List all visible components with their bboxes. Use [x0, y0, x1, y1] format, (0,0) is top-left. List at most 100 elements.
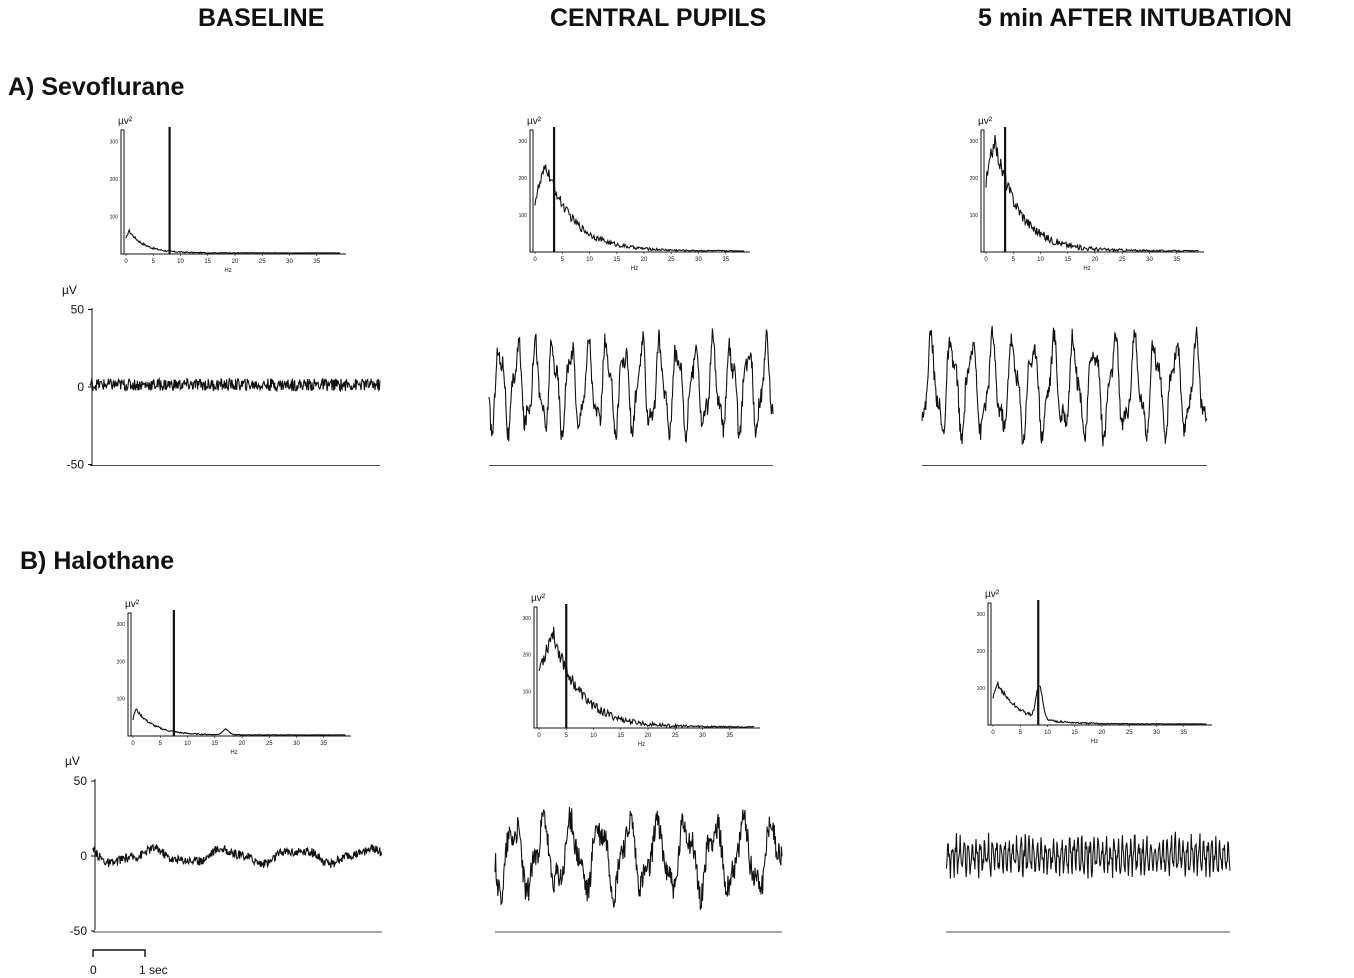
A-baseline-trace-signal	[89, 376, 381, 393]
B-intubation-spectrum-xtick-10: 10	[1044, 730, 1051, 736]
B-baseline-spectrum-curve	[132, 708, 346, 736]
B-intubation-spectrum-y-axis	[987, 602, 992, 726]
B-baseline-spectrum-ytick-200: 200	[117, 659, 126, 665]
A-intubation-spectrum-ylabel: µv²	[978, 116, 993, 127]
A-baseline-spectrum-xtick-35: 35	[313, 259, 320, 265]
A-central-spectrum-xlabel: Hz	[631, 266, 638, 272]
A-central-spectrum-xtick-25: 25	[668, 257, 675, 263]
B-central-spectrum-xtick-35: 35	[726, 733, 733, 739]
section-label-sevoflurane: A) Sevoflurane	[8, 73, 185, 101]
A-baseline-spectrum-xtick-30: 30	[286, 259, 293, 265]
A-central-spectrum-ytick-100: 100	[519, 213, 528, 219]
A-intubation-spectrum-y-axis	[980, 129, 985, 253]
B-baseline-spectrum-xtick-0: 0	[131, 741, 135, 747]
B-baseline-spectrum-xtick-25: 25	[266, 741, 273, 747]
B-baseline-spectrum-xtick-15: 15	[211, 741, 218, 747]
B-intubation-trace-signal	[945, 831, 1231, 879]
B-intubation-spectrum-xtick-5: 5	[1019, 730, 1023, 736]
A-central-spectrum-xtick-35: 35	[722, 257, 729, 263]
A-central-spectrum-ylabel: µv²	[527, 116, 542, 127]
B-intubation-spectrum-xtick-30: 30	[1153, 730, 1160, 736]
time-scale-bar	[92, 949, 146, 957]
B-baseline-trace-ytick-50: 50	[74, 774, 88, 788]
column-header-baseline: BASELINE	[198, 4, 325, 32]
A-baseline-spectrum-ytick-100: 100	[110, 214, 119, 220]
A-baseline-spectrum-ytick-300: 300	[110, 139, 119, 145]
A-baseline-spectrum-ytick-200: 200	[110, 177, 119, 183]
A-intubation-spectrum-xtick-5: 5	[1012, 257, 1016, 263]
section-label-halothane: B) Halothane	[20, 547, 175, 575]
B-intubation-spectrum-curve	[992, 680, 1207, 725]
A-intubation-spectrum-xtick-30: 30	[1146, 257, 1153, 263]
B-intubation-spectrum-xtick-15: 15	[1071, 730, 1078, 736]
A-baseline-spectrum-xtick-15: 15	[204, 259, 211, 265]
B-intubation-spectrum-xtick-25: 25	[1126, 730, 1133, 736]
A-intubation-spectrum-xtick-0: 0	[984, 257, 988, 263]
B-intubation-spectrum-ylabel: µv²	[985, 589, 1000, 600]
B-central-spectrum-curve	[538, 626, 755, 730]
column-header-intubation: 5 min AFTER INTUBATION	[978, 4, 1292, 32]
B-central-spectrum-xtick-20: 20	[645, 733, 652, 739]
B-baseline-spectrum-xtick-10: 10	[184, 741, 191, 747]
B-central-spectrum-xlabel: Hz	[638, 742, 645, 748]
column-header-central-pupils: CENTRAL PUPILS	[550, 4, 767, 32]
A-intubation-spectrum-xtick-35: 35	[1173, 257, 1180, 263]
A-baseline-trace-ytick-0: 0	[77, 380, 84, 394]
A-intubation-spectrum-ytick-300: 300	[970, 139, 979, 145]
A-intubation-spectrum-xtick-25: 25	[1119, 257, 1126, 263]
B-intubation-spectrum-xtick-35: 35	[1180, 730, 1187, 736]
A-intubation-spectrum-xtick-15: 15	[1064, 257, 1071, 263]
A-baseline-spectrum-curve	[125, 228, 341, 254]
A-baseline-spectrum-xtick-10: 10	[177, 259, 184, 265]
B-central-spectrum-xtick-0: 0	[537, 733, 541, 739]
A-baseline-spectrum-xlabel: Hz	[224, 268, 231, 274]
A-intubation-spectrum-ytick-200: 200	[970, 176, 979, 182]
A-central-spectrum-xtick-5: 5	[561, 257, 565, 263]
A-intubation-spectrum-xlabel: Hz	[1083, 266, 1090, 272]
A-intubation-spectrum-xtick-10: 10	[1037, 257, 1044, 263]
B-baseline-spectrum-xtick-35: 35	[320, 741, 327, 747]
A-baseline-spectrum-y-axis	[120, 129, 125, 255]
B-central-trace-signal	[494, 806, 783, 910]
A-central-spectrum-y-axis	[529, 129, 534, 253]
B-central-spectrum-xtick-25: 25	[672, 733, 679, 739]
A-central-spectrum-xtick-0: 0	[533, 257, 537, 263]
A-central-spectrum-curve	[534, 164, 745, 252]
A-central-spectrum-ytick-300: 300	[519, 139, 528, 145]
A-baseline-trace-ytick-50: 50	[71, 303, 85, 317]
B-baseline-spectrum-xtick-30: 30	[293, 741, 300, 747]
A-central-spectrum-xtick-10: 10	[586, 257, 593, 263]
A-central-spectrum-xtick-15: 15	[613, 257, 620, 263]
B-central-spectrum-xtick-5: 5	[565, 733, 569, 739]
B-baseline-spectrum-xtick-5: 5	[159, 741, 163, 747]
B-intubation-spectrum-ytick-300: 300	[977, 612, 986, 618]
B-baseline-spectrum-xtick-20: 20	[239, 741, 246, 747]
A-baseline-trace-ytick--50: -50	[67, 458, 85, 472]
B-baseline-trace-ylabel: µV	[65, 754, 80, 768]
B-central-spectrum-ytick-100: 100	[523, 689, 532, 695]
B-baseline-trace-signal	[92, 843, 383, 869]
A-baseline-spectrum-xtick-0: 0	[124, 259, 128, 265]
B-baseline-trace-ytick--50: -50	[70, 924, 88, 938]
A-intubation-spectrum-xtick-20: 20	[1092, 257, 1099, 263]
B-intubation-spectrum-xlabel: Hz	[1091, 739, 1098, 745]
B-central-spectrum-xtick-10: 10	[590, 733, 597, 739]
A-baseline-spectrum-xtick-20: 20	[232, 259, 239, 265]
scale-bar-end-label: 1 sec	[139, 963, 168, 977]
scale-bar-start-label: 0	[90, 963, 97, 977]
A-central-spectrum-ytick-200: 200	[519, 176, 528, 182]
B-central-spectrum-y-axis	[533, 606, 538, 729]
B-central-spectrum-ytick-200: 200	[523, 653, 532, 659]
A-central-spectrum-xtick-20: 20	[641, 257, 648, 263]
B-central-spectrum-xtick-15: 15	[617, 733, 624, 739]
B-central-spectrum-ylabel: µv²	[531, 593, 546, 604]
B-baseline-spectrum-ytick-100: 100	[117, 697, 126, 703]
B-baseline-spectrum-xlabel: Hz	[230, 750, 237, 756]
A-baseline-trace-ylabel: µV	[62, 283, 77, 297]
A-central-spectrum-xtick-30: 30	[695, 257, 702, 263]
B-baseline-spectrum-y-axis	[127, 612, 132, 737]
B-intubation-spectrum-ytick-100: 100	[977, 686, 986, 692]
A-baseline-spectrum-ylabel: µv²	[118, 116, 133, 127]
A-intubation-trace-signal	[921, 325, 1208, 447]
